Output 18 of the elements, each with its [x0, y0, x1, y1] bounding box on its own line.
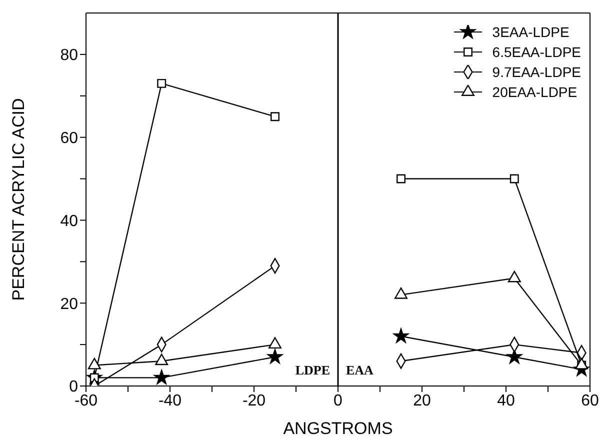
x-tick-label: 0 [334, 392, 343, 410]
y-axis-title: PERCENT ACRYLIC ACID [9, 98, 28, 301]
legend-label: 20EAA-LDPE [492, 84, 578, 100]
y-tick-label: 60 [60, 130, 78, 148]
y-tick-label: 40 [60, 212, 78, 230]
x-tick-label: 40 [497, 392, 515, 410]
x-tick-label: 60 [581, 392, 599, 410]
annotation: LDPE [295, 362, 330, 378]
x-tick-label: -40 [158, 392, 182, 410]
x-tick-label: 20 [413, 392, 431, 410]
x-axis-title: ANGSTROMS [283, 419, 393, 438]
x-tick-label: -20 [242, 392, 266, 410]
legend-label: 9.7EAA-LDPE [492, 64, 581, 80]
legend-label: 6.5EAA-LDPE [492, 44, 581, 60]
annotation: EAA [346, 362, 374, 378]
legend-label: 3EAA-LDPE [492, 24, 570, 40]
y-tick-label: 80 [60, 47, 78, 64]
y-tick-label: 20 [60, 296, 78, 313]
